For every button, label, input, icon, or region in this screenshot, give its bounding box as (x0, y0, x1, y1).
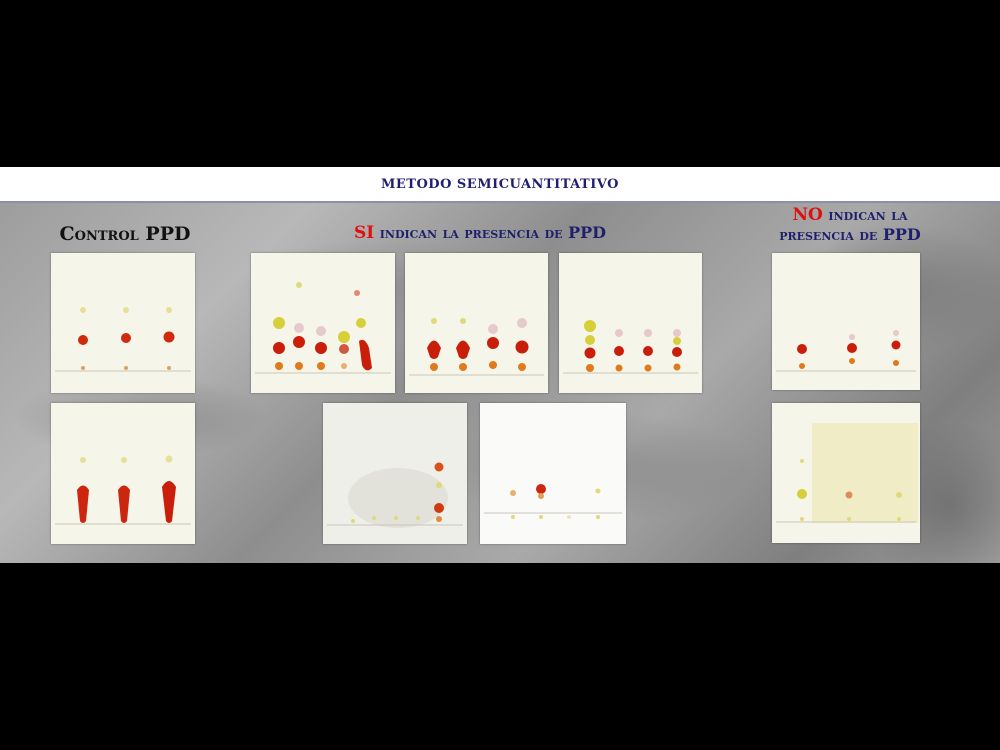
si-heading: SI indican la presencia de PPD (290, 223, 670, 243)
tlc-plate-control-2 (51, 403, 195, 544)
tlc-plate-si-2 (405, 253, 548, 393)
tlc-plate-no-2 (772, 403, 920, 543)
si-heading-rest: indican la presencia de PPD (374, 223, 607, 242)
title-banner: METODO SEMICUANTITATIVO (0, 167, 1000, 203)
tlc-plate-si-1 (251, 253, 395, 393)
tlc-plate-control-2-image (55, 455, 191, 525)
tlc-plate-si-1-image (255, 282, 391, 374)
no-emphasis: NO (792, 205, 823, 225)
banner-title: METODO SEMICUANTITATIVO (381, 176, 619, 192)
no-heading-rest: indican la presencia de PPD (779, 205, 921, 244)
control-heading: Control PPD (59, 223, 191, 245)
tlc-plate-si-3 (559, 253, 702, 393)
tlc-plate-si-4 (323, 403, 467, 544)
tlc-plate-si-2-image (409, 318, 544, 376)
slide: METODO SEMICUANTITATIVO Control PPD SI i… (0, 167, 1000, 563)
tlc-plate-no-1 (772, 253, 920, 390)
tlc-plate-si-5 (480, 403, 626, 544)
tlc-plate-si-3-image (563, 320, 698, 374)
tlc-plate-control-1-image (55, 307, 191, 372)
no-heading: NO indican la presencia de PPD (755, 205, 945, 244)
tlc-plate-si-5-image (484, 484, 622, 519)
tlc-plate-control-1 (51, 253, 195, 393)
si-emphasis: SI (353, 223, 375, 243)
tlc-plate-no-1-image (776, 330, 916, 372)
tlc-plate-si-4-image (327, 462, 463, 528)
tlc-plate-no-2-image (776, 423, 918, 523)
